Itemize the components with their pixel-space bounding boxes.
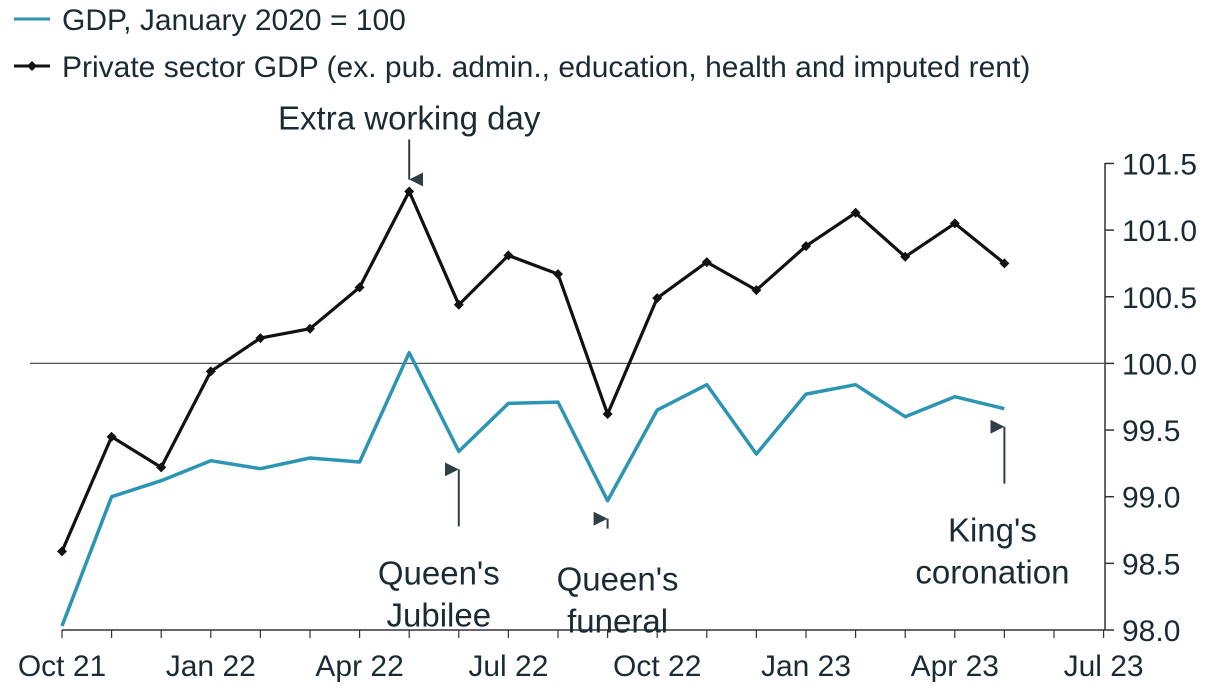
y-tick-label: 100.5 — [1122, 282, 1197, 315]
data-point-private-sector-gdp — [354, 282, 365, 293]
y-tick-label: 101.5 — [1122, 148, 1197, 181]
data-point-private-sector-gdp — [503, 250, 514, 261]
y-tick-label: 98.0 — [1122, 615, 1180, 648]
data-point-private-sector-gdp — [751, 285, 762, 296]
legend-item-gdp: GDP, January 2020 = 100 — [14, 4, 406, 37]
y-tick-label: 98.5 — [1122, 548, 1180, 581]
y-tick-label: 100.0 — [1122, 348, 1197, 381]
data-point-private-sector-gdp — [106, 431, 117, 442]
data-point-private-sector-gdp — [801, 241, 811, 252]
data-point-private-sector-gdp — [453, 299, 464, 310]
x-tick-label: Apr 23 — [911, 650, 999, 683]
annotations: Extra working day Queen's Jubilee Queen's fu… — [278, 99, 1069, 639]
annotation-label: coronation — [915, 554, 1069, 591]
x-ticks: Oct 21 Jan 22 Apr 22 Jul 22 Oct 22 Jan 23 Apr … — [18, 630, 1144, 683]
annotation: King's coronation — [915, 419, 1069, 591]
annotation-label: funeral — [567, 603, 668, 640]
legend-label-gdp: GDP, January 2020 = 100 — [62, 4, 406, 37]
data-point-private-sector-gdp — [305, 323, 315, 334]
series-line-gdp — [60, 350, 1005, 627]
y-tick-label: 99.5 — [1122, 415, 1180, 448]
data-point-private-sector-gdp — [205, 366, 216, 377]
y-tick-label: 99.0 — [1122, 482, 1180, 515]
data-point-private-sector-gdp — [701, 257, 712, 268]
data-point-private-sector-gdp — [999, 258, 1010, 269]
x-tick-label: Jul 22 — [468, 650, 548, 683]
x-tick-label: Oct 22 — [613, 650, 701, 683]
x-tick-label: Oct 21 — [18, 650, 106, 683]
data-point-private-sector-gdp — [57, 546, 67, 557]
x-tick-label: Apr 22 — [315, 650, 403, 683]
x-tick-label: Jan 23 — [761, 650, 851, 683]
data-point-private-sector-gdp — [404, 186, 415, 197]
data-point-private-sector-gdp — [553, 269, 563, 280]
series-layer — [57, 186, 1010, 627]
series-line-private-sector-gdp — [60, 189, 1006, 553]
legend-label-private: Private sector GDP (ex. pub. admin., edu… — [62, 51, 1030, 84]
y-tick-label: 101.0 — [1122, 215, 1197, 248]
y-ticks: 98.0 98.5 99.0 99.5 100.0 100.5 101.0 101.5 — [1105, 148, 1197, 648]
annotation: Queen's funeral — [557, 511, 679, 640]
data-point-private-sector-gdp — [602, 409, 613, 420]
data-point-private-sector-gdp — [156, 462, 167, 473]
legend: GDP, January 2020 = 100 Private sector G… — [14, 4, 1030, 84]
annotation: Queen's Jubilee — [378, 462, 500, 633]
annotation-label: King's — [948, 512, 1037, 549]
axes: 98.0 98.5 99.0 99.5 100.0 100.5 101.0 101.5 Oct… — [18, 148, 1197, 683]
annotation-label: Queen's — [557, 561, 679, 598]
x-tick-label: Jul 23 — [1064, 650, 1144, 683]
legend-marker-private — [27, 61, 37, 71]
data-point-private-sector-gdp — [949, 218, 960, 229]
annotation-label: Queen's — [378, 554, 500, 591]
annotation-label: Extra working day — [278, 99, 541, 136]
data-point-private-sector-gdp — [255, 333, 266, 344]
x-tick-label: Jan 22 — [166, 650, 256, 683]
legend-item-private-sector-gdp: Private sector GDP (ex. pub. admin., edu… — [14, 51, 1030, 84]
data-point-private-sector-gdp — [900, 251, 911, 262]
annotation-label: Jubilee — [387, 596, 492, 633]
data-point-private-sector-gdp — [652, 293, 663, 304]
data-point-private-sector-gdp — [850, 207, 861, 218]
annotation: Extra working day — [278, 99, 541, 187]
